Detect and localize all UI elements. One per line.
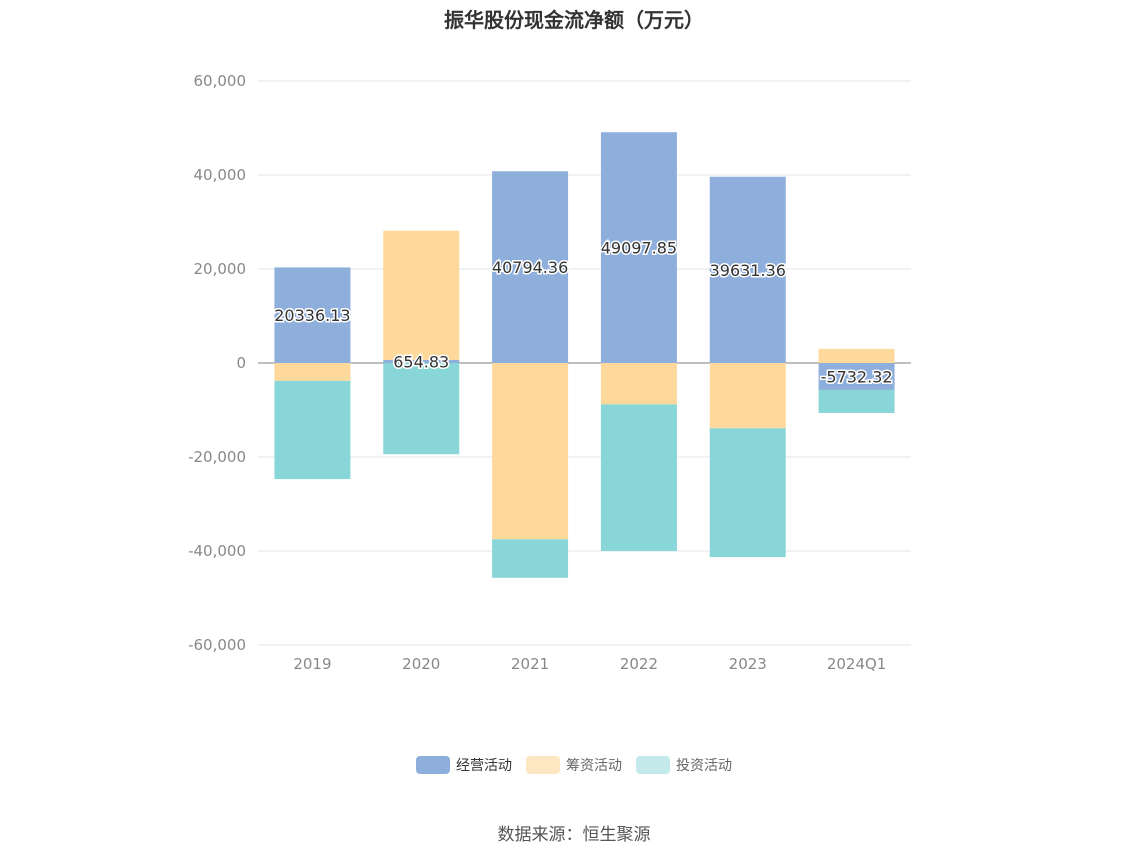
source-note: 数据来源：恒生聚源 xyxy=(497,825,651,845)
legend-item-operating[interactable]: 经营活动 xyxy=(416,755,512,775)
legend-item-investing[interactable]: 投资活动 xyxy=(636,755,732,775)
y-tick-label: -20,000 xyxy=(188,448,246,466)
legend-item-financing[interactable]: 筹资活动 xyxy=(526,755,622,775)
data-label: -5732.32 xyxy=(821,367,893,386)
data-label: 20336.13 xyxy=(274,306,350,325)
x-tick-label: 2021 xyxy=(511,655,549,673)
chart-plot: 60,000 40,000 20,000 0 -20,000 -40,000 -60,000… xyxy=(188,72,911,673)
bar-financing xyxy=(492,363,569,540)
y-tick-label: 40,000 xyxy=(194,166,247,184)
data-label: 40794.36 xyxy=(492,258,568,277)
bar-financing xyxy=(818,348,895,363)
bar-operating xyxy=(492,171,569,363)
bar-investing xyxy=(274,380,351,480)
bar-investing xyxy=(818,389,895,413)
legend-label-financing: 筹资活动 xyxy=(566,758,622,774)
legend-label-operating: 经营活动 xyxy=(456,758,512,774)
bar-operating xyxy=(383,359,460,363)
bar-operating xyxy=(818,363,895,390)
x-tick-label: 2020 xyxy=(402,655,440,673)
x-tick-label: 2022 xyxy=(620,655,658,673)
y-tick-label: -40,000 xyxy=(188,542,246,560)
bar-operating xyxy=(709,176,786,363)
y-tick-label: 0 xyxy=(236,354,246,372)
data-label: 49097.85 xyxy=(601,239,677,258)
legend-label-investing: 投资活动 xyxy=(676,758,732,774)
legend-swatch-investing xyxy=(636,756,670,774)
data-label: 39631.36 xyxy=(710,261,786,280)
bar-operating xyxy=(274,267,351,363)
bar-financing xyxy=(274,363,351,381)
bar-operating xyxy=(600,132,677,363)
grid-layer xyxy=(258,80,911,646)
legend-swatch-operating xyxy=(416,756,450,774)
bar-investing xyxy=(383,363,460,455)
legend-swatch-financing xyxy=(526,756,560,774)
bar-financing xyxy=(709,363,786,429)
y-tick-label: 20,000 xyxy=(194,260,247,278)
legend: 经营活动 筹资活动 投资活动 xyxy=(0,755,1148,775)
bar-investing xyxy=(600,404,677,551)
x-tick-label: 2023 xyxy=(729,655,767,673)
bar-layer xyxy=(274,132,895,578)
bar-investing xyxy=(709,428,786,558)
x-tick-label: 2024Q1 xyxy=(827,655,887,673)
bar-financing xyxy=(383,230,460,360)
x-tick-label: 2019 xyxy=(293,655,331,673)
bar-investing xyxy=(492,539,569,578)
axis-layer: 60,000 40,000 20,000 0 -20,000 -40,000 -60,000… xyxy=(188,72,886,673)
data-label: 654.83 xyxy=(393,352,449,371)
y-tick-label: 60,000 xyxy=(194,72,247,90)
y-tick-label: -60,000 xyxy=(188,636,246,654)
label-layer: 20336.13 654.83 40794.36 49097.85 39631.36 -5… xyxy=(273,237,894,388)
bar-financing xyxy=(600,363,677,405)
chart-title: 振华股份现金流净额（万元） xyxy=(444,8,704,32)
